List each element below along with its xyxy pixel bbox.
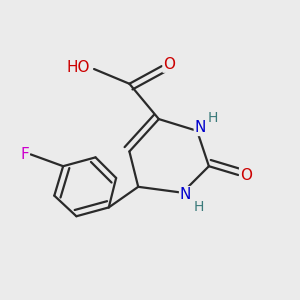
Text: F: F [20, 147, 29, 162]
Text: HO: HO [66, 60, 90, 75]
Text: O: O [163, 57, 175, 72]
Text: N: N [194, 120, 206, 135]
Text: N: N [180, 187, 191, 202]
Text: O: O [240, 167, 252, 182]
Text: H: H [208, 111, 218, 124]
Text: H: H [194, 200, 204, 214]
